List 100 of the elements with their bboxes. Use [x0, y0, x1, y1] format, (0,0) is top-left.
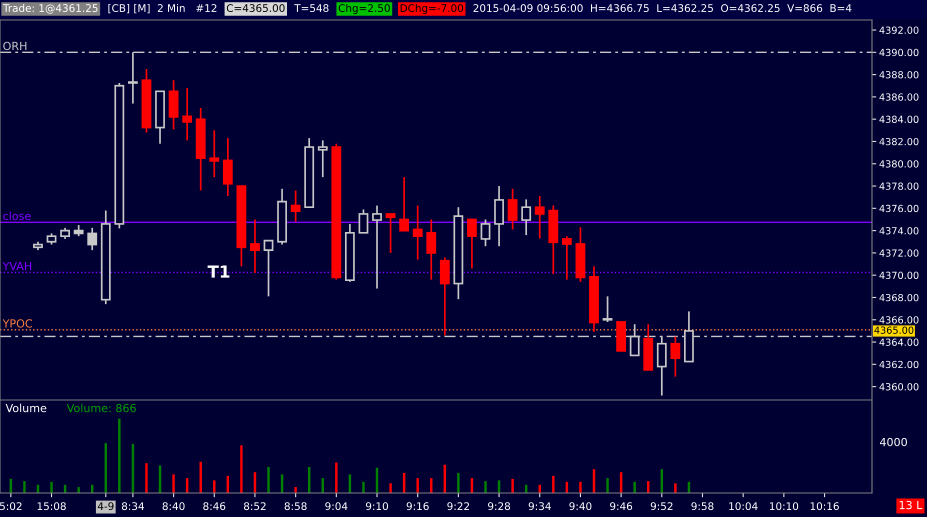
x-tick-label: 9:10: [366, 502, 388, 510]
x-tick-label: 9:52: [650, 502, 672, 510]
candlestick: [386, 213, 396, 254]
candlestick: [87, 226, 98, 251]
y-tick-label: 4364.00: [879, 338, 919, 346]
x-tick-label: 9:46: [610, 502, 632, 510]
y-tick-label: 4378.00: [879, 182, 919, 190]
bar: [470, 478, 474, 493]
candlestick: [264, 240, 274, 298]
candlestick: [209, 129, 220, 178]
bar: [389, 483, 392, 493]
candlestick: [399, 176, 410, 232]
text: 13 L: [900, 500, 922, 510]
bar: [132, 444, 134, 493]
bar: [606, 478, 609, 493]
candlestick: [440, 256, 450, 336]
bar: [430, 478, 432, 493]
candlestick: [508, 188, 518, 230]
bar: [118, 418, 121, 493]
x-tick-label: 9:40: [569, 502, 592, 510]
bar: [145, 463, 148, 493]
bar: [620, 472, 622, 493]
bar: [64, 484, 66, 493]
bar: [362, 482, 365, 493]
x-tick-label: 9:28: [488, 502, 510, 510]
bar: [633, 482, 636, 493]
text: Trade: 1@4361.25: [2, 4, 98, 14]
x-tick-label: 9:04: [325, 502, 348, 510]
candlestick: [494, 185, 504, 248]
candlestick: [372, 204, 382, 290]
y-tick-label: 4368.00: [879, 294, 919, 302]
bar: [552, 476, 555, 493]
bar: [308, 466, 310, 493]
y-tick-label: 4392.00: [879, 26, 919, 34]
bar: [186, 478, 188, 493]
x-tick-label: 10:16: [810, 502, 839, 510]
y-tick-label: 4386.00: [879, 93, 919, 101]
x-tick-label: 8:58: [284, 502, 307, 510]
bar: [23, 481, 26, 493]
bar: [240, 445, 243, 493]
x-tick-label: 9:58: [691, 502, 714, 510]
bar: [511, 478, 514, 493]
bar: [280, 474, 284, 493]
bar: [226, 476, 230, 493]
x-tick-label: 4-9: [98, 502, 114, 510]
x-tick-label: 9:34: [528, 502, 551, 510]
ref-line-label: ORH: [3, 42, 26, 50]
x-tick-label: 15:08: [38, 502, 66, 510]
bar: [335, 462, 338, 493]
x-tick-label: 8:40: [162, 502, 185, 510]
y-tick-label: 4380.00: [879, 160, 919, 168]
x-tick-label: 10:04: [729, 502, 758, 510]
candlestick: [222, 137, 233, 197]
candlestick: [358, 208, 368, 234]
text: 4000: [880, 438, 907, 446]
bar: [660, 469, 664, 493]
bar: [566, 482, 568, 493]
bar: [77, 487, 80, 493]
y-tick-label: 4360.00: [879, 383, 919, 390]
annotation: T1: [208, 265, 230, 278]
bar: [498, 480, 500, 493]
bar: [688, 482, 690, 493]
y-tick-label: 4362.00: [879, 360, 919, 368]
x-tick-label: 9:16: [406, 502, 429, 510]
bar: [416, 478, 419, 493]
bar: [199, 462, 202, 493]
bar: [213, 480, 216, 493]
candlestick: [426, 218, 436, 280]
bar: [402, 472, 406, 493]
candlestick: [318, 140, 328, 178]
candlestick: [521, 198, 532, 236]
bar: [538, 484, 541, 493]
text: [CB] [M] 2 Min #12: [108, 4, 216, 14]
bar: [579, 482, 582, 493]
candlestick: [562, 235, 572, 280]
y-tick-label: 4382.00: [879, 138, 919, 146]
bar: [322, 478, 324, 493]
ref-line-label: YPOC: [2, 319, 32, 328]
bar: [294, 487, 297, 493]
text: T=548: [294, 4, 329, 12]
candlestick: [290, 190, 301, 223]
y-tick-label: 4388.00: [879, 71, 919, 78]
text: Volume: 866: [66, 404, 136, 412]
bar: [348, 474, 352, 493]
bar: [457, 472, 460, 493]
y-tick-label: 4370.00: [879, 272, 919, 280]
bar: [172, 474, 175, 493]
bar: [10, 478, 12, 493]
bar: [524, 484, 528, 493]
bar: [104, 443, 107, 493]
text: DChg=-7.00: [400, 4, 464, 14]
candlestick: [670, 336, 680, 378]
y-tick-label: 4366.00: [879, 316, 919, 324]
candlestick: [60, 226, 70, 240]
bar: [90, 484, 94, 493]
x-tick-label: 8:52: [244, 502, 266, 510]
bar: [254, 472, 256, 493]
y-tick-label: 4376.00: [879, 204, 919, 212]
bar: [444, 464, 446, 493]
ref-line-label: YVAH: [2, 262, 32, 270]
